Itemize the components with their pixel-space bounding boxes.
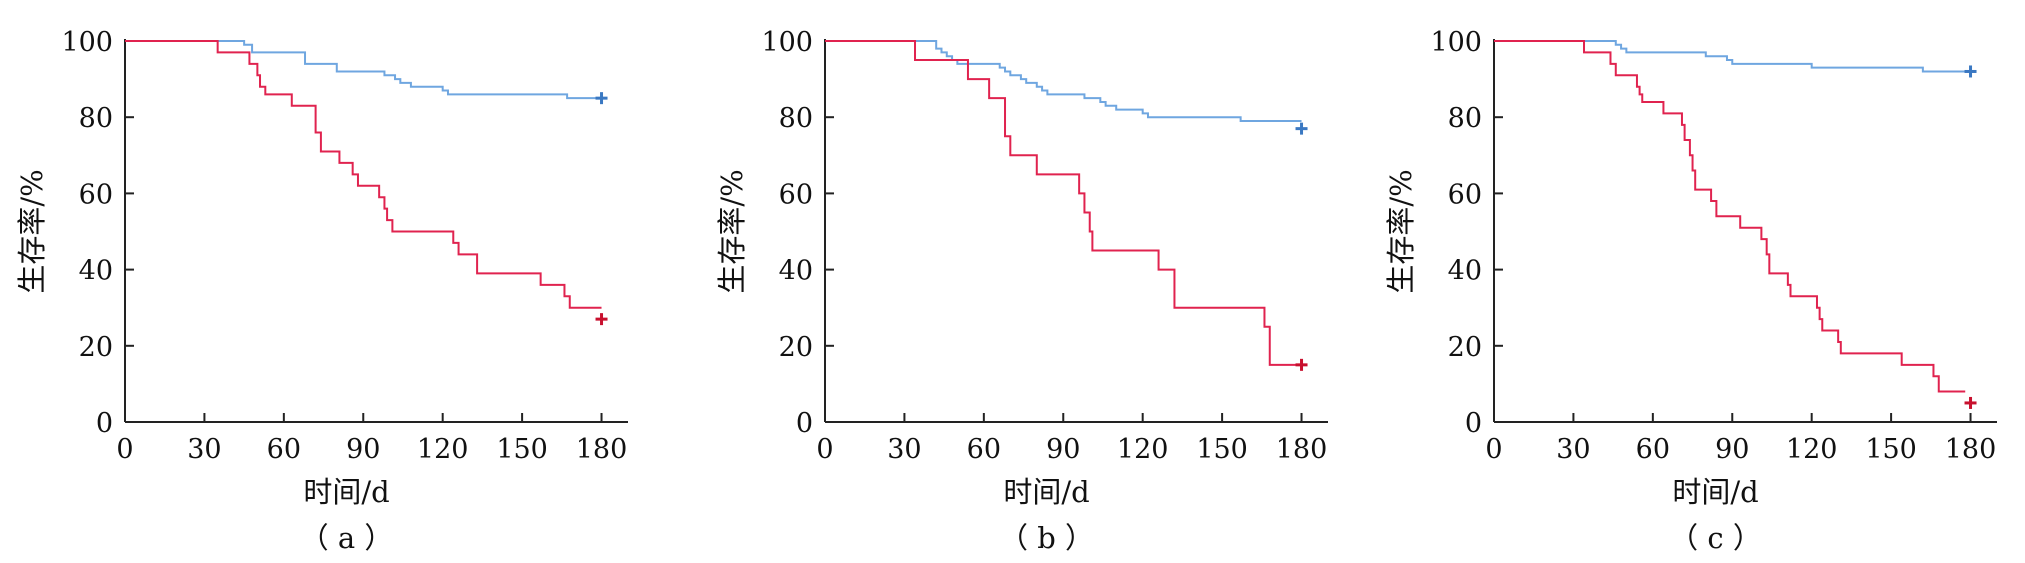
y-tick-label: 0 bbox=[796, 408, 813, 439]
y-tick-label: 80 bbox=[1448, 103, 1482, 134]
y-tick-label: 20 bbox=[79, 332, 113, 363]
panel-c: 0 20 40 60 80 100 0 30 60 90 120 150 180 时间/d 生存率/% （ c… bbox=[1384, 27, 1997, 555]
y-tick-label: 20 bbox=[1448, 332, 1482, 363]
y-axis-title: 生存率/% bbox=[1384, 169, 1418, 293]
series-0-line bbox=[125, 40, 602, 100]
x-tick-label: 30 bbox=[187, 434, 221, 465]
x-tick-label: 180 bbox=[1276, 434, 1328, 465]
x-tick-label: 30 bbox=[1556, 434, 1590, 465]
series-1-line bbox=[125, 40, 602, 309]
panel-b: 0 20 40 60 80 100 0 30 60 90 120 150 180 时间/d 生存率/% （ b… bbox=[715, 27, 1328, 555]
y-tick-label: 60 bbox=[79, 179, 113, 210]
y-tick-label: 80 bbox=[779, 103, 813, 134]
x-tick-label: 90 bbox=[1715, 434, 1749, 465]
x-tick-label: 0 bbox=[816, 434, 833, 465]
y-tick-label: 80 bbox=[79, 103, 113, 134]
x-tick-label: 60 bbox=[967, 434, 1001, 465]
y-axis-title: 生存率/% bbox=[715, 169, 749, 293]
y-tick-label: 100 bbox=[761, 27, 813, 58]
x-tick-label: 120 bbox=[1117, 434, 1169, 465]
y-tick-label: 0 bbox=[1465, 408, 1482, 439]
x-tick-label: 120 bbox=[417, 434, 469, 465]
x-tick-label: 0 bbox=[1485, 434, 1502, 465]
y-tick-label: 100 bbox=[1430, 27, 1482, 58]
y-tick-label: 100 bbox=[61, 27, 113, 58]
panel-label: （ a ） bbox=[300, 521, 394, 555]
x-tick-label: 0 bbox=[116, 434, 133, 465]
series-1-line bbox=[825, 40, 1302, 366]
y-tick-label: 40 bbox=[779, 256, 813, 287]
series-1-line bbox=[1494, 40, 1966, 393]
y-tick-label: 0 bbox=[96, 408, 113, 439]
x-axis-title: 时间/d bbox=[1672, 475, 1758, 509]
y-axis-title: 生存率/% bbox=[15, 169, 49, 293]
x-axis-title: 时间/d bbox=[1003, 475, 1089, 509]
x-tick-label: 150 bbox=[1196, 434, 1248, 465]
x-tick-label: 180 bbox=[576, 434, 628, 465]
x-tick-label: 30 bbox=[887, 434, 921, 465]
y-tick-label: 40 bbox=[1448, 256, 1482, 287]
x-axis-title: 时间/d bbox=[303, 475, 389, 509]
series-0-line bbox=[1494, 40, 1971, 73]
y-tick-label: 60 bbox=[779, 179, 813, 210]
y-tick-label: 40 bbox=[79, 256, 113, 287]
x-tick-label: 180 bbox=[1945, 434, 1997, 465]
x-tick-label: 150 bbox=[1865, 434, 1917, 465]
panel-a: 0 20 40 60 80 100 0 30 60 90 120 150 180 时间/d 生存率/% （ a… bbox=[15, 27, 628, 555]
x-tick-label: 90 bbox=[1046, 434, 1080, 465]
x-tick-label: 120 bbox=[1786, 434, 1838, 465]
x-tick-label: 60 bbox=[267, 434, 301, 465]
panel-label: （ c ） bbox=[1669, 521, 1762, 555]
panel-label: （ b ） bbox=[999, 521, 1094, 555]
x-tick-label: 60 bbox=[1636, 434, 1670, 465]
y-tick-label: 20 bbox=[779, 332, 813, 363]
y-tick-label: 60 bbox=[1448, 179, 1482, 210]
x-tick-label: 90 bbox=[346, 434, 380, 465]
series-0-line bbox=[825, 40, 1302, 123]
x-tick-label: 150 bbox=[496, 434, 548, 465]
